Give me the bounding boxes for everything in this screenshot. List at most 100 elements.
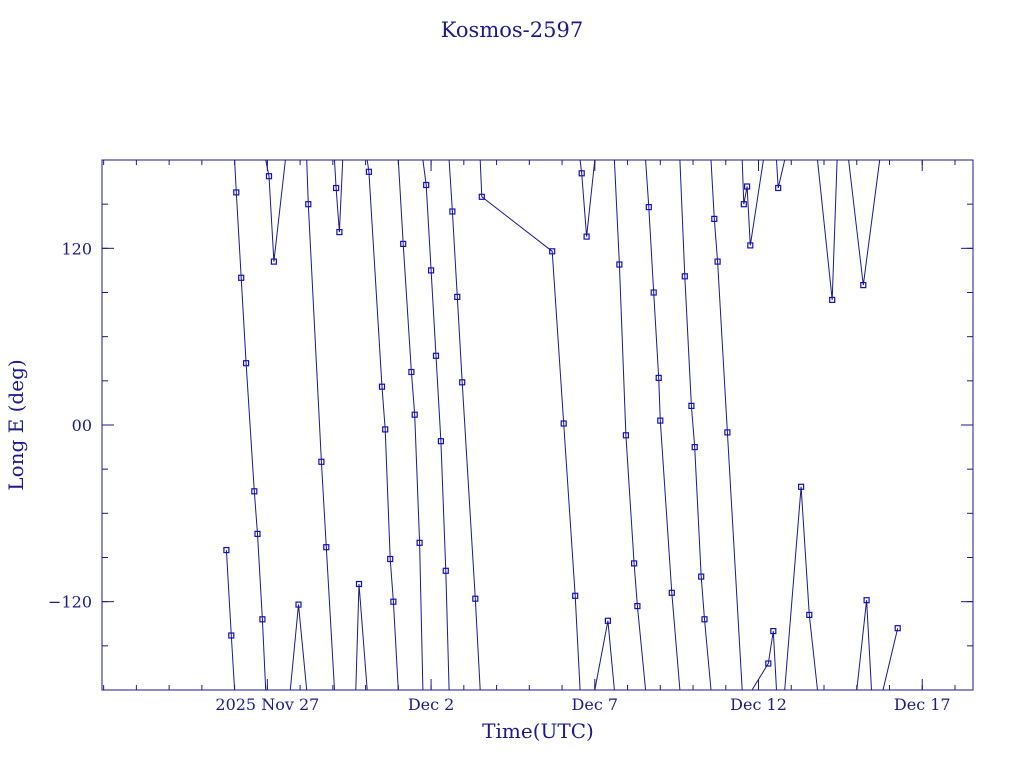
- data-point: [572, 592, 579, 599]
- series-line: [751, 631, 777, 691]
- data-point: [743, 183, 751, 190]
- data-point: [449, 208, 456, 215]
- y-tick-label: −120: [48, 593, 92, 612]
- data-point: [701, 616, 708, 623]
- data-point: [400, 240, 407, 247]
- data-point: [432, 352, 440, 359]
- data-point: [270, 258, 277, 265]
- x-axis-label: Time(UTC): [482, 719, 594, 743]
- data-point: [740, 201, 747, 208]
- data-point: [228, 632, 235, 639]
- data-point: [223, 546, 230, 554]
- data-point: [770, 627, 777, 635]
- data-point: [336, 229, 343, 236]
- data-point: [378, 383, 386, 390]
- series-line: [289, 604, 308, 691]
- data-point: [650, 289, 657, 296]
- x-axis-ticks: 2025 Nov 27 Dec 2 Dec 7 Dec 12 Dec 17: [215, 160, 951, 714]
- data-point: [724, 429, 731, 436]
- x-tick-label: 2025 Nov 27: [215, 695, 319, 714]
- data-point: [714, 258, 721, 265]
- data-point: [645, 204, 652, 211]
- data-point: [549, 248, 556, 255]
- data-point: [428, 267, 435, 274]
- data-point: [894, 625, 901, 632]
- series-line: [422, 159, 450, 691]
- data-point: [254, 530, 261, 538]
- data-point: [691, 444, 698, 451]
- data-point: [655, 374, 662, 381]
- data-point: [390, 598, 397, 605]
- data-point: [765, 660, 772, 667]
- data-point: [323, 544, 330, 551]
- series-line: [334, 159, 344, 233]
- y-tick-label: 00: [72, 416, 92, 435]
- data-point: [437, 438, 444, 445]
- data-point: [863, 597, 870, 604]
- data-point: [408, 368, 415, 376]
- series-line: [448, 159, 481, 691]
- data-point: [382, 426, 389, 433]
- y-tick-label: 120: [61, 239, 92, 258]
- series-line: [234, 159, 267, 691]
- data-point: [333, 184, 340, 192]
- y-axis-ticks: 120 00 −120: [48, 239, 973, 612]
- series-line: [856, 600, 872, 691]
- series-line: [784, 486, 818, 691]
- series-line: [265, 159, 286, 262]
- data-point: [681, 273, 688, 280]
- series-line: [355, 583, 368, 691]
- series-line: [679, 159, 712, 691]
- data-point: [238, 274, 245, 281]
- x-tick-label: Dec 7: [572, 695, 619, 714]
- series-line: [848, 159, 881, 286]
- data-point: [698, 573, 705, 580]
- y-axis-label: Long E (deg): [4, 359, 28, 490]
- series-line: [645, 159, 681, 691]
- series-line: [613, 159, 647, 691]
- data-point: [668, 589, 675, 596]
- data-point: [583, 233, 590, 240]
- data-point: [411, 411, 418, 418]
- data-point: [243, 360, 250, 367]
- data-point: [560, 420, 567, 427]
- data-point: [578, 170, 585, 177]
- data-point: [797, 483, 805, 490]
- data-point: [711, 215, 718, 222]
- data-point: [318, 458, 325, 465]
- series-line: [225, 550, 236, 691]
- data-point: [454, 293, 461, 300]
- data-point: [472, 595, 479, 602]
- data-point: [365, 168, 372, 175]
- data-point: [233, 189, 240, 196]
- data-point: [775, 184, 782, 192]
- chart-title: Kosmos-2597: [441, 18, 583, 42]
- data-point: [604, 617, 612, 624]
- data-point: [442, 567, 449, 574]
- data-series: [223, 159, 901, 691]
- data-point: [747, 242, 754, 249]
- data-point: [806, 611, 813, 619]
- data-point: [657, 417, 664, 424]
- series-line: [306, 159, 335, 691]
- data-point: [459, 379, 466, 386]
- data-point: [630, 560, 638, 567]
- series-line: [579, 159, 596, 237]
- x-tick-label: Dec 17: [894, 695, 951, 714]
- series-line: [366, 159, 399, 691]
- series-line: [710, 159, 743, 691]
- data-point: [251, 488, 258, 495]
- series-line: [882, 628, 899, 691]
- data-point: [616, 261, 623, 268]
- data-point: [416, 539, 423, 546]
- x-tick-label: Dec 12: [730, 695, 787, 714]
- data-point: [478, 193, 485, 200]
- series-line: [817, 159, 838, 300]
- data-point: [259, 616, 266, 623]
- data-point: [423, 181, 430, 189]
- data-point: [295, 601, 302, 608]
- data-point: [265, 173, 273, 180]
- x-tick-label: Dec 2: [408, 695, 455, 714]
- series-line: [594, 620, 615, 691]
